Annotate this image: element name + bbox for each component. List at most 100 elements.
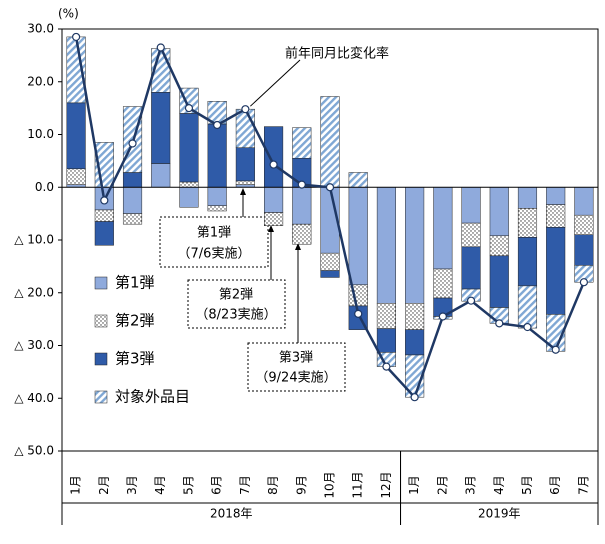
- y-tick-label: △ 30.0: [14, 338, 54, 352]
- y-tick-label: △ 50.0: [14, 444, 54, 458]
- bar-segment: [94, 209, 114, 222]
- group-label: 2019年: [478, 507, 521, 521]
- bar-segment: [292, 187, 312, 225]
- bar-segment: [122, 213, 143, 225]
- arrow-head: [295, 243, 301, 250]
- bar-segment: [348, 187, 368, 286]
- line-marker: [128, 139, 137, 148]
- bar-segment: [122, 187, 143, 214]
- bar-segment: [320, 270, 340, 278]
- line-marker: [495, 319, 504, 328]
- bar-segment: [264, 187, 284, 213]
- line-marker: [382, 362, 391, 371]
- line-marker: [100, 196, 109, 205]
- x-tick-label: 6月: [548, 475, 562, 495]
- x-tick-label: 6月: [210, 475, 224, 495]
- bar-segment: [376, 303, 396, 329]
- bar-segment: [376, 187, 396, 304]
- x-tick-label: 10月: [323, 471, 337, 498]
- annotation-note: （9/24実施）: [255, 370, 336, 386]
- bar-segment: [461, 246, 481, 290]
- y-tick-label: 30.0: [27, 22, 54, 36]
- bar-segment: [235, 180, 255, 185]
- x-tick-label: 5月: [181, 475, 195, 495]
- bar-segment: [489, 187, 509, 237]
- bar-segment: [264, 212, 284, 227]
- bar-segment: [517, 208, 538, 238]
- y-tick-label: 0.0: [35, 180, 54, 194]
- bar-segment: [235, 108, 255, 148]
- bar-segment: [546, 227, 566, 315]
- bar-segment: [320, 252, 340, 271]
- legend-swatch: [94, 314, 108, 328]
- bar-segment: [461, 187, 481, 224]
- arrow-head: [268, 225, 274, 232]
- bar-segment: [292, 127, 312, 159]
- line-marker: [184, 104, 194, 113]
- annotation-box: [187, 279, 286, 329]
- x-tick-label: 12月: [379, 471, 393, 498]
- bar-segment: [122, 172, 143, 188]
- line-marker: [523, 322, 532, 332]
- bar-segment: [574, 214, 594, 235]
- annotation-note: （7/6実施）: [178, 246, 251, 262]
- bar-segment: [461, 222, 481, 248]
- legend-swatch: [94, 276, 108, 290]
- annotation-note: （8/23実施）: [195, 307, 276, 323]
- bar-segment: [489, 255, 509, 308]
- legend-swatch: [94, 352, 108, 366]
- bar-segment: [179, 181, 199, 188]
- x-tick-label: 4月: [153, 475, 167, 495]
- bar-segment: [235, 147, 255, 182]
- group-label: 2018年: [210, 507, 253, 521]
- bar-segment: [264, 126, 284, 188]
- y-tick-label: 10.0: [27, 127, 54, 141]
- bar-segment: [292, 223, 312, 245]
- legend-label: 第2弾: [115, 312, 155, 330]
- legend-label: 対象外品目: [115, 388, 190, 406]
- bar-segment: [94, 221, 114, 246]
- annotation-title: 第3弾: [279, 351, 313, 366]
- y-tick-label: △ 10.0: [14, 233, 54, 247]
- bar-segment: [574, 234, 594, 266]
- x-tick-label: 7月: [238, 475, 252, 495]
- bar-segment: [405, 303, 425, 330]
- line-marker: [241, 105, 250, 114]
- line-marker: [72, 32, 81, 42]
- line-marker: [269, 160, 278, 169]
- x-tick-label: 9月: [294, 475, 308, 495]
- y-tick-label: △ 40.0: [14, 391, 54, 405]
- bar-segment: [405, 329, 425, 356]
- bar-segment: [517, 187, 538, 209]
- bar-segment: [433, 187, 453, 270]
- bar-segment: [320, 96, 340, 188]
- line-label: 前年同月比変化率: [285, 46, 389, 62]
- line-marker: [354, 309, 363, 318]
- bar-segment: [517, 285, 538, 329]
- bar-segment: [66, 102, 86, 170]
- line-marker: [438, 312, 447, 321]
- line-marker: [551, 345, 560, 354]
- leader-line: [250, 59, 301, 107]
- x-tick-label: 1月: [407, 475, 421, 495]
- bar-segment: [517, 237, 538, 287]
- line-marker: [156, 43, 165, 52]
- x-tick-label: 8月: [266, 475, 280, 495]
- bar-segment: [546, 204, 566, 228]
- bar-segment: [574, 187, 594, 216]
- line-marker: [466, 296, 476, 305]
- bar-segment: [433, 268, 453, 299]
- x-tick-label: 2月: [97, 475, 111, 495]
- line-marker: [213, 120, 222, 130]
- x-tick-label: 2月: [435, 475, 449, 495]
- bar-segment: [207, 123, 227, 188]
- y-tick-label: △ 20.0: [14, 285, 54, 299]
- bar-segment: [207, 187, 227, 206]
- bar-segment: [348, 172, 368, 188]
- x-tick-label: 3月: [125, 475, 139, 495]
- line-marker: [297, 180, 306, 189]
- bar-segment: [179, 187, 199, 208]
- bar-segment: [66, 168, 86, 185]
- x-tick-label: 4月: [492, 475, 506, 495]
